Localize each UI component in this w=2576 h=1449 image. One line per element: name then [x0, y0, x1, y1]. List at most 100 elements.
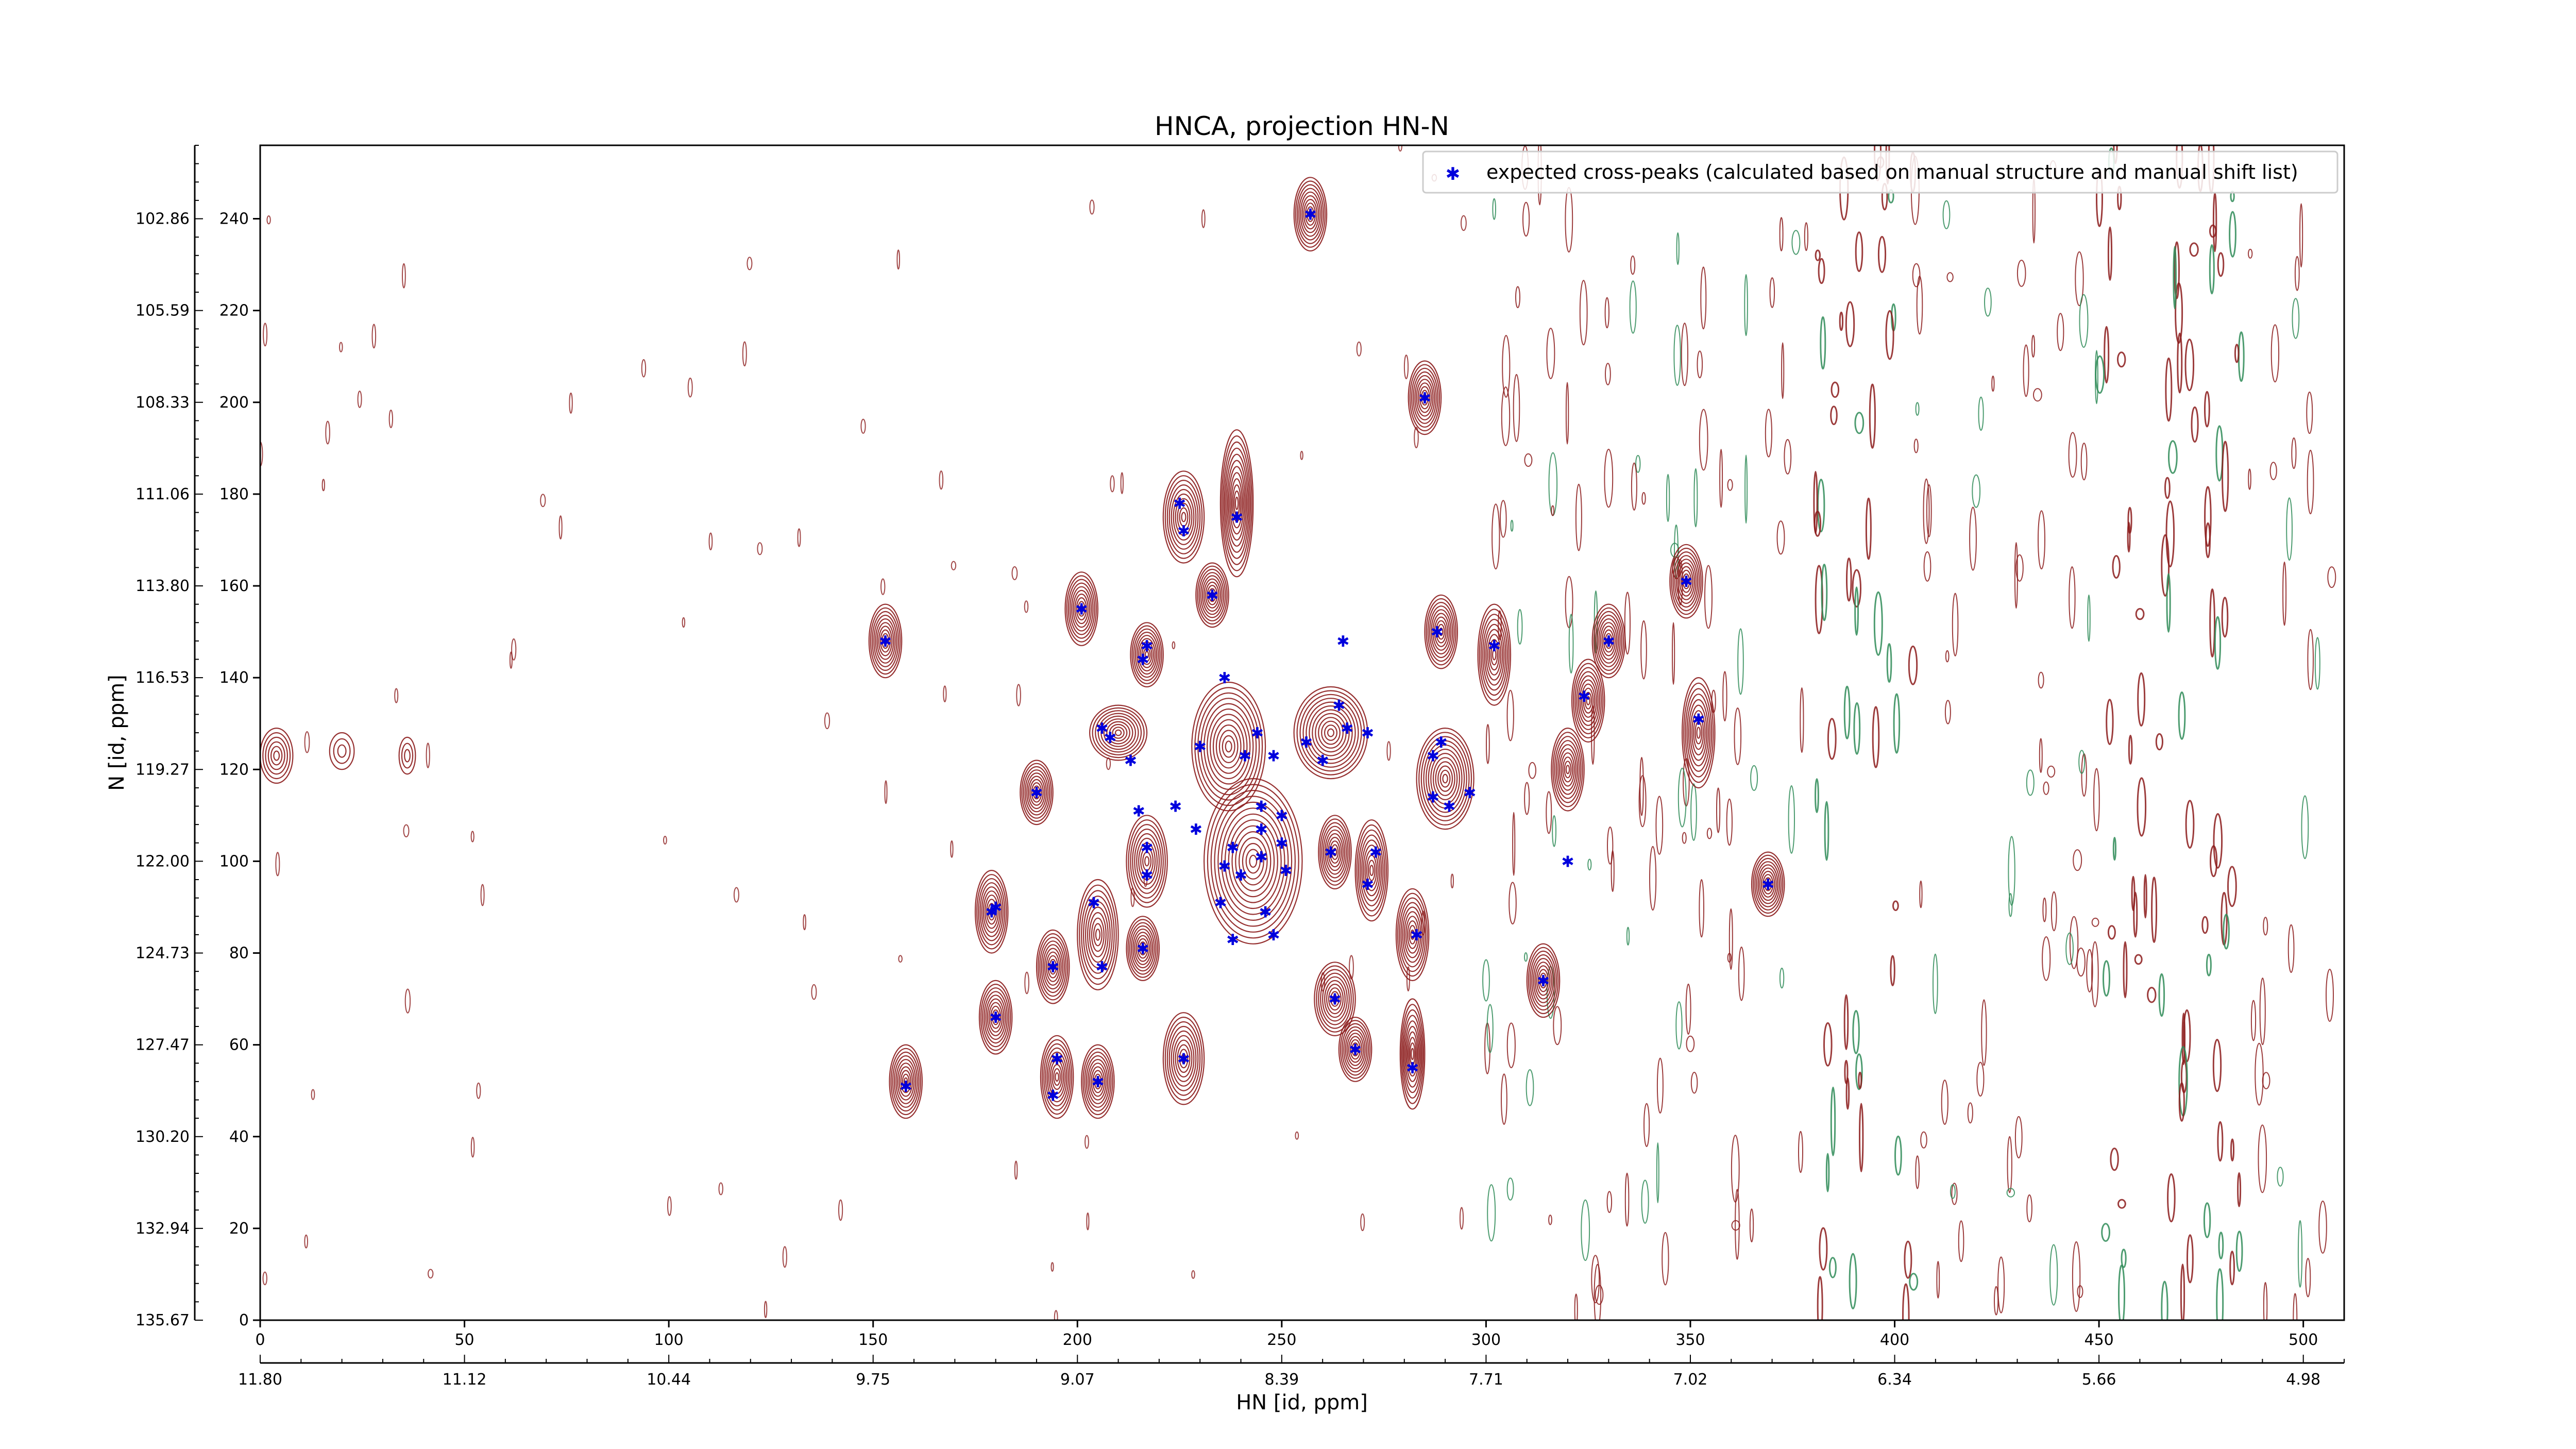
- peak-contour-level: [1177, 1044, 1191, 1073]
- noise-contour: [1670, 543, 1680, 558]
- peak-contour-level: [1082, 1048, 1113, 1116]
- peak-contour-level: [1138, 842, 1156, 881]
- peak-contour-level: [1217, 801, 1289, 921]
- noise-contour: [2073, 849, 2082, 871]
- y-tick-label: 240: [219, 210, 249, 228]
- peak-contour-level: [1321, 720, 1341, 745]
- noise-contour: [1950, 1184, 1956, 1199]
- noise-contour: [1506, 1022, 1516, 1068]
- peak-contour-level: [1164, 1017, 1203, 1101]
- peak-contour-level: [1175, 498, 1193, 536]
- noise-contour: [2065, 932, 2074, 965]
- cross-peak-marker: ✱: [1095, 958, 1108, 976]
- noise-contour: [2165, 500, 2175, 568]
- noise-contour: [1498, 610, 1502, 641]
- noise-contour: [2112, 555, 2121, 579]
- noise-contour: [1893, 693, 1901, 754]
- noise-contour: [1727, 479, 1733, 491]
- noise-contour: [321, 479, 325, 492]
- noise-contour: [1656, 1142, 1659, 1204]
- peak-contour-level: [1225, 740, 1232, 753]
- noise-contour: [2229, 211, 2236, 258]
- x-axis-label: HN [id, ppm]: [1236, 1391, 1368, 1414]
- peak-contour-group: [1591, 603, 1626, 679]
- peak-contour-level: [1601, 626, 1616, 656]
- noise-contour: [2248, 468, 2251, 490]
- peak-contour-level: [1315, 713, 1347, 753]
- noise-contour: [394, 688, 399, 703]
- peak-contour-group: [1040, 1035, 1074, 1119]
- noise-contour: [2135, 608, 2145, 620]
- peak-contour-level: [1426, 744, 1465, 813]
- peak-contour-level: [978, 980, 1013, 1055]
- noise-contour: [1611, 850, 1615, 892]
- noise-contour: [1779, 967, 1785, 989]
- peak-contour-level: [1300, 191, 1321, 237]
- peak-contour-level: [1140, 641, 1154, 668]
- x-tick-label: 350: [1675, 1331, 1705, 1349]
- x2-tick-label: 4.98: [2286, 1371, 2320, 1389]
- noise-contour: [2306, 391, 2313, 434]
- noise-contour: [558, 515, 563, 540]
- peak-contour-level: [1127, 919, 1158, 978]
- peak-contour-group: [1126, 815, 1168, 908]
- noise-contour: [1528, 762, 1536, 779]
- peak-contour-level: [1219, 429, 1254, 578]
- peak-contour-level: [1103, 718, 1133, 747]
- noise-contour: [2127, 521, 2131, 553]
- peak-contour-level: [1041, 940, 1065, 993]
- noise-contour: [1672, 622, 1675, 685]
- noise-contour: [2106, 699, 2114, 745]
- noise-contour: [1908, 645, 1918, 685]
- noise-contour: [2151, 877, 2158, 943]
- noise-contour: [2038, 671, 2044, 689]
- peak-contour-level: [1095, 710, 1142, 755]
- peak-contour-level: [1094, 1073, 1102, 1090]
- peak-contour-level: [1593, 607, 1624, 675]
- noise-contour: [2258, 1124, 2267, 1193]
- peak-contour-level: [1129, 922, 1157, 975]
- noise-contour: [2203, 1202, 2211, 1238]
- cross-peak-marker: ✱: [1255, 849, 1268, 867]
- noise-contour: [1855, 1053, 1863, 1090]
- noise-contour: [2318, 1200, 2327, 1254]
- peak-contour-level: [1228, 819, 1278, 903]
- noise-contour: [1461, 215, 1467, 231]
- noise-contour: [2161, 1280, 2168, 1320]
- peak-contour-level: [1438, 627, 1444, 636]
- peak-contour-level: [1675, 559, 1697, 604]
- peak-contour-level: [897, 1063, 915, 1101]
- noise-contour: [1360, 1213, 1365, 1232]
- noise-contour: [2049, 1244, 2058, 1306]
- noise-contour: [1923, 478, 1930, 544]
- peak-contour-group: [329, 732, 355, 770]
- peak-contour-level: [1411, 367, 1438, 428]
- peak-contour-level: [1114, 729, 1122, 736]
- noise-contour: [426, 743, 430, 768]
- peak-contour-level: [1052, 1064, 1063, 1090]
- noise-contour: [2093, 768, 2100, 832]
- peak-contour-level: [1166, 480, 1201, 554]
- peak-contour-level: [1419, 386, 1430, 410]
- peak-contour-level: [1364, 849, 1379, 891]
- peak-contour-level: [1069, 582, 1094, 635]
- cross-peak-marker: ✱: [1046, 1087, 1059, 1105]
- peak-contour-group: [1293, 177, 1328, 251]
- cross-peak-marker: ✱: [1124, 752, 1137, 770]
- peak-contour-level: [873, 614, 897, 667]
- peak-contour-level: [1066, 575, 1097, 643]
- peak-contour-level: [1164, 475, 1203, 559]
- cross-peak-marker: ✱: [1324, 844, 1337, 862]
- peak-contour-level: [1480, 614, 1508, 696]
- noise-contour: [1517, 609, 1523, 645]
- noise-contour: [2104, 326, 2110, 384]
- noise-contour: [2121, 1249, 2127, 1268]
- peak-contour-level: [1403, 1015, 1422, 1093]
- y-tick-label: 60: [229, 1036, 249, 1054]
- noise-contour: [1735, 1189, 1740, 1260]
- noise-contour: [1885, 310, 1894, 360]
- peak-contour-level: [1084, 1051, 1112, 1111]
- noise-contour: [1821, 564, 1828, 621]
- y-tick-label: 100: [219, 852, 249, 870]
- x-tick-label: 400: [1880, 1331, 1909, 1349]
